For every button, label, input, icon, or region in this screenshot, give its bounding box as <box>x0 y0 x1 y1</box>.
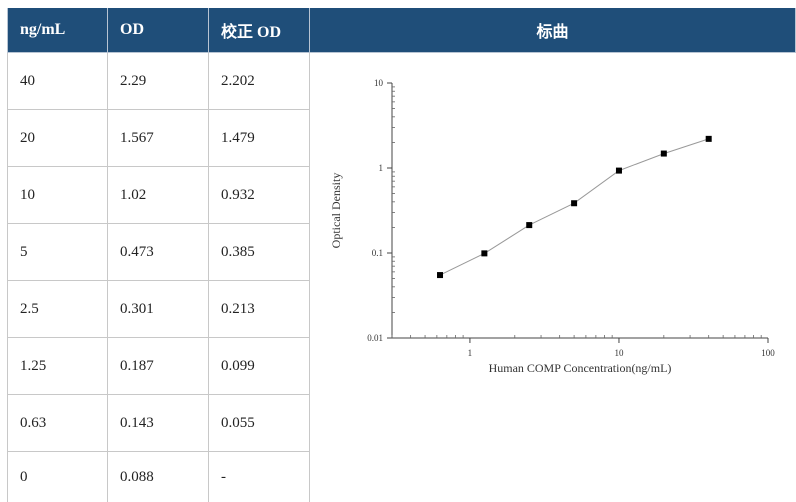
table-header-row: ng/mL OD 校正 OD 标曲 <box>8 8 796 53</box>
standard-curve-chart: 10 1 0.1 0.01 1 10 100 Human COMP Concentration… <box>310 53 796 459</box>
od-cell: 1.02 <box>108 167 209 224</box>
od-cell: 0.301 <box>108 281 209 338</box>
od-cell: 0.088 <box>108 452 209 502</box>
od-cell: 1.567 <box>108 110 209 167</box>
x-tick-label: 100 <box>761 348 775 358</box>
data-point-marker <box>481 250 487 256</box>
y-tick-label: 0.01 <box>367 333 383 343</box>
x-tick-label: 1 <box>468 348 473 358</box>
data-point-marker <box>706 136 712 142</box>
od-cell: 2.29 <box>108 53 209 110</box>
concentration-cell: 2.5 <box>8 281 108 338</box>
concentration-cell: 5 <box>8 224 108 281</box>
header-corrected-od: 校正 OD <box>209 8 310 53</box>
chart-cell: 10 1 0.1 0.01 1 10 100 Human COMP Concentration… <box>310 53 796 502</box>
x-axis-label: Human COMP Concentration(ng/mL) <box>489 361 672 375</box>
data-point-marker <box>571 200 577 206</box>
corrected-od-cell: - <box>209 452 310 502</box>
corrected-od-cell: 1.479 <box>209 110 310 167</box>
corrected-od-cell: 0.055 <box>209 395 310 452</box>
concentration-cell: 20 <box>8 110 108 167</box>
header-od: OD <box>108 8 209 53</box>
cropped-caption <box>0 0 796 8</box>
corrected-od-cell: 0.932 <box>209 167 310 224</box>
data-point-marker <box>437 272 443 278</box>
concentration-cell: 40 <box>8 53 108 110</box>
concentration-cell: 0 <box>8 452 108 502</box>
y-axis-label: Optical Density <box>329 173 343 249</box>
y-tick-label: 0.1 <box>372 248 383 258</box>
y-tick-label: 10 <box>374 78 384 88</box>
data-point-marker <box>526 222 532 228</box>
data-point-marker <box>661 151 667 157</box>
od-cell: 0.143 <box>108 395 209 452</box>
concentration-cell: 10 <box>8 167 108 224</box>
concentration-cell: 1.25 <box>8 338 108 395</box>
header-standard-curve: 标曲 <box>310 8 796 53</box>
od-cell: 0.473 <box>108 224 209 281</box>
y-tick-label: 1 <box>379 163 384 173</box>
concentration-cell: 0.63 <box>8 395 108 452</box>
corrected-od-cell: 2.202 <box>209 53 310 110</box>
corrected-od-cell: 0.213 <box>209 281 310 338</box>
corrected-od-cell: 0.099 <box>209 338 310 395</box>
header-concentration: ng/mL <box>8 8 108 53</box>
od-cell: 0.187 <box>108 338 209 395</box>
corrected-od-cell: 0.385 <box>209 224 310 281</box>
fit-curve-line <box>440 139 709 275</box>
data-point-marker <box>616 168 622 174</box>
x-tick-label: 10 <box>614 348 624 358</box>
